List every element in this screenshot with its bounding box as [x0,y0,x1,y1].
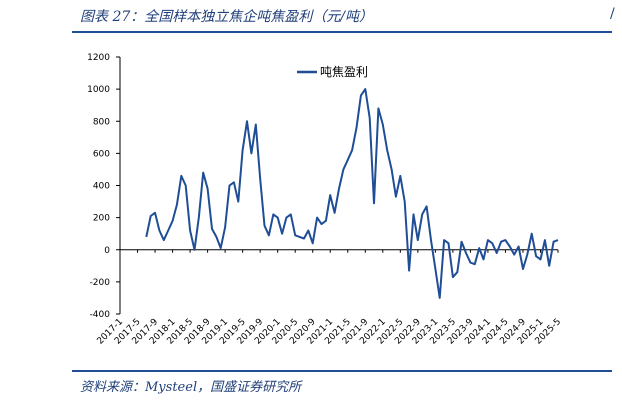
y-tick-label: 600 [93,149,110,159]
bottom-rule [72,370,612,372]
y-tick-label: 200 [93,214,110,224]
x-axis: 2017-12017-52017-92018-12018-52018-92019… [96,249,563,347]
chart-title: 图表 27：全国样本独立焦企吨焦盈利（元/吨） [80,9,373,25]
legend: 吨焦盈利 [297,65,368,79]
y-axis: -400 -200 0 200 400 600 800 1000 1200 [87,53,121,320]
y-tick-label: 1000 [87,85,110,95]
y-tick-label: 1200 [87,53,110,63]
series-layer [145,88,559,299]
y-tick-label: 0 [104,246,110,256]
top-rule [72,31,612,33]
source-note: 资料来源：Mysteel，国盛证券研究所 [80,380,302,395]
y-tick-label: 400 [93,182,110,192]
series-line [145,88,559,299]
y-tick-label: 800 [93,117,110,127]
y-tick-label: -200 [90,278,111,288]
cropped-adjacent-title: / [610,6,615,22]
legend-label: 吨焦盈利 [320,65,368,79]
y-tick-label: -400 [90,310,111,320]
